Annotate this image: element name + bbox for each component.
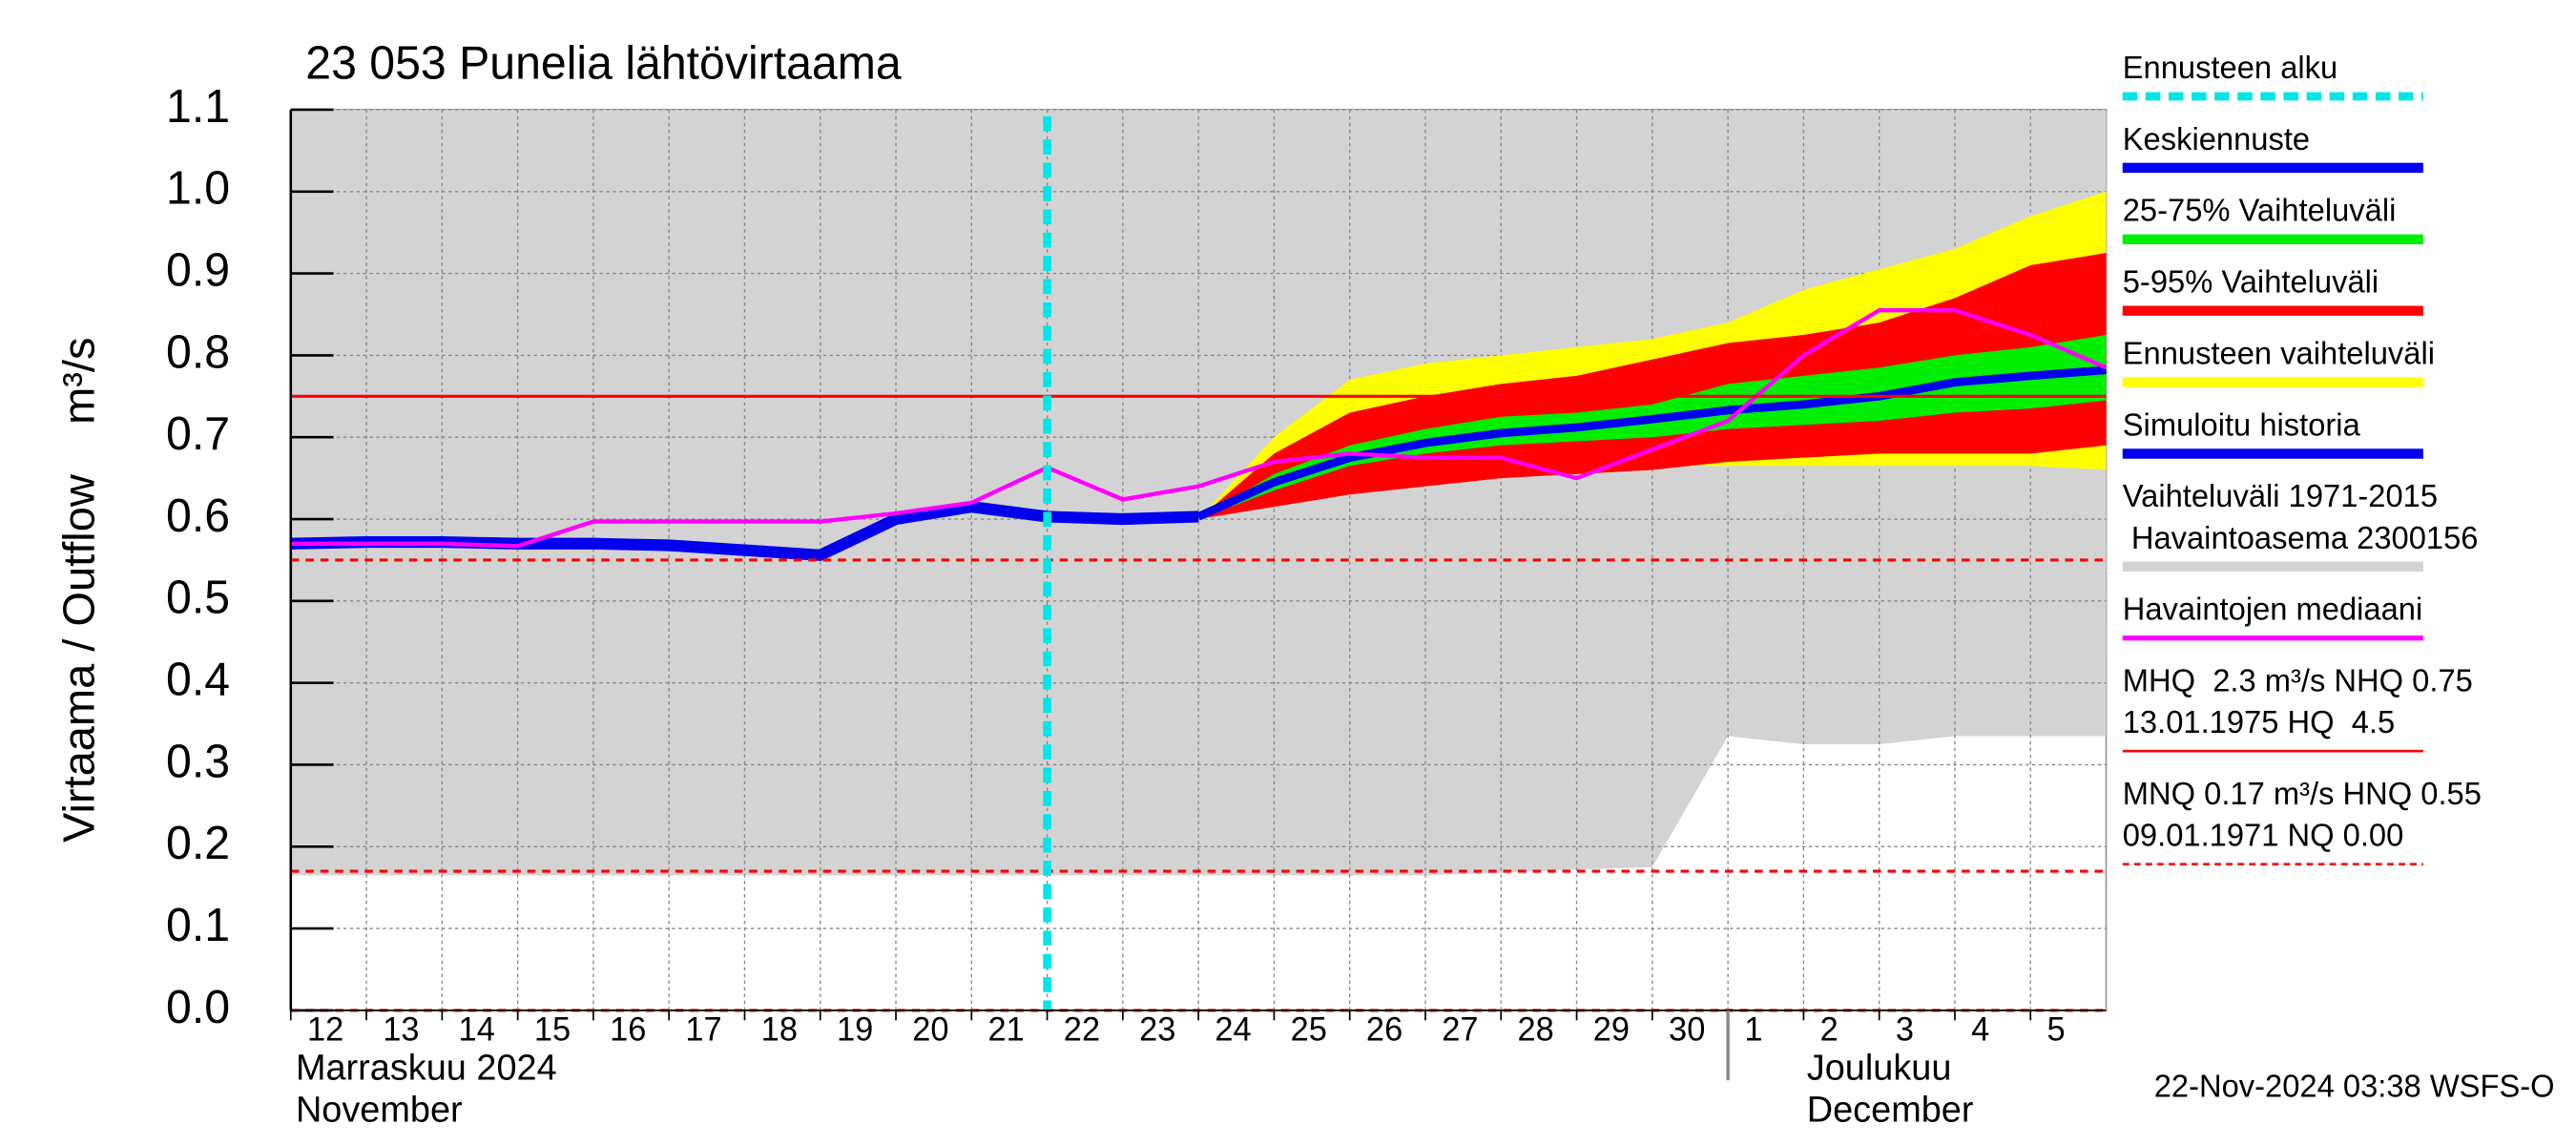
x-tick-label: 23	[1139, 1012, 1175, 1049]
x-tick-label: 4	[1971, 1012, 1989, 1049]
x-tick-label: 13	[383, 1012, 419, 1049]
y-tick-label: 0.8	[166, 326, 230, 378]
x-tick-label: 1	[1744, 1012, 1762, 1049]
x-tick-label: 14	[459, 1012, 495, 1049]
x-tick-label: 2	[1820, 1012, 1839, 1049]
x-tick-label: 20	[912, 1012, 948, 1049]
x-tick-label: 18	[761, 1012, 798, 1049]
legend-label: Havaintojen mediaani	[2123, 591, 2423, 626]
chart-title: 23 053 Punelia lähtövirtaama	[305, 37, 901, 89]
data-line	[290, 308, 2108, 549]
y-tick-label: 0.4	[166, 654, 230, 705]
x-tick-label: 19	[837, 1012, 873, 1049]
x-tick-label: 26	[1366, 1012, 1402, 1049]
y-tick-label: 0.5	[166, 572, 230, 623]
legend-label: Simuloitu historia	[2123, 406, 2361, 442]
x-tick-label: 25	[1291, 1012, 1327, 1049]
month-label: November	[296, 1090, 463, 1130]
y-tick-label: 1.0	[166, 162, 230, 214]
y-tick-label: 1.1	[166, 81, 230, 133]
legend-label: 5-95% Vaihteluväli	[2123, 263, 2379, 299]
month-label: Joulukuu	[1807, 1049, 1952, 1089]
forecast-band	[1198, 334, 2107, 520]
y-tick-label: 0.7	[166, 408, 230, 460]
x-tick-label: 21	[988, 1012, 1025, 1049]
legend-label: MHQ 2.3 m³/s NHQ 0.75	[2123, 662, 2473, 697]
y-tick-label: 0.0	[166, 982, 230, 1033]
x-tick-label: 27	[1442, 1012, 1478, 1049]
y-tick-label: 0.3	[166, 736, 230, 787]
x-tick-label: 28	[1517, 1012, 1553, 1049]
x-tick-label: 12	[307, 1012, 343, 1049]
x-tick-label: 15	[534, 1012, 571, 1049]
y-axis-label: Virtaama / Outflow m³/s	[54, 338, 104, 843]
legend-label: Keskiennuste	[2123, 121, 2310, 156]
x-tick-label: 22	[1064, 1012, 1100, 1049]
x-tick-label: 5	[2046, 1012, 2065, 1049]
legend-label: 25-75% Vaihteluväli	[2123, 192, 2397, 227]
legend-label: Vaihteluväli 1971-2015	[2123, 478, 2438, 513]
y-tick-label: 0.1	[166, 900, 230, 951]
x-tick-label: 17	[685, 1012, 721, 1049]
legend-label: Havaintoasema 2300156	[2123, 520, 2479, 555]
legend-label: Ennusteen vaihteluväli	[2123, 335, 2435, 370]
y-tick-label: 0.2	[166, 818, 230, 869]
x-tick-label: 30	[1669, 1012, 1705, 1049]
y-tick-label: 0.6	[166, 490, 230, 542]
data-line	[1196, 365, 2107, 521]
legend-label: 09.01.1971 NQ 0.00	[2123, 817, 2404, 852]
x-tick-label: 3	[1896, 1012, 1914, 1049]
x-tick-label: 24	[1215, 1012, 1251, 1049]
x-tick-label: 29	[1593, 1012, 1630, 1049]
month-label: Marraskuu 2024	[296, 1049, 557, 1089]
legend-label: Ennusteen alku	[2123, 50, 2337, 85]
legend-label: MNQ 0.17 m³/s HNQ 0.55	[2123, 776, 2482, 811]
month-label: December	[1807, 1090, 1974, 1130]
footer: 22-Nov-2024 03:38 WSFS-O	[2154, 1068, 2555, 1103]
legend-label: 13.01.1975 HQ 4.5	[2123, 704, 2395, 739]
y-tick-label: 0.9	[166, 244, 230, 296]
x-tick-label: 16	[610, 1012, 646, 1049]
